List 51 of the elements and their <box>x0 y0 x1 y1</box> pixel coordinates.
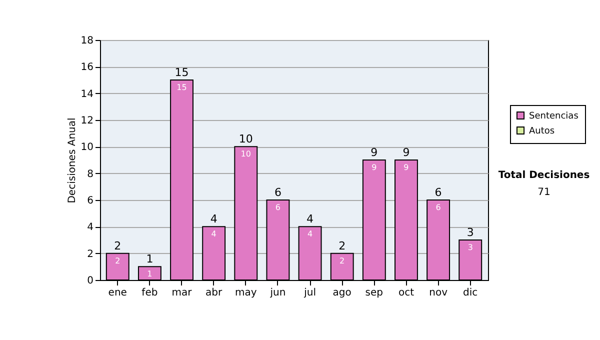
y-tick-label: 12 <box>80 116 94 126</box>
y-tick-label: 4 <box>87 222 94 234</box>
y-tick-label: 14 <box>80 88 94 100</box>
x-tick-label: jun <box>269 288 286 298</box>
total-label: 9 <box>402 146 410 159</box>
x-tick-label: oct <box>398 288 414 298</box>
y-tick-label: 16 <box>80 62 94 74</box>
total-label: 1 <box>146 252 154 266</box>
total-label: 4 <box>210 212 218 226</box>
text: Total Decisiones <box>497 170 591 181</box>
x-tick-label: may <box>235 288 257 298</box>
y-tick-label: 10 <box>80 142 94 154</box>
x-tick-label: dic <box>463 288 478 298</box>
total-label: 15 <box>174 66 189 79</box>
total-label: 2 <box>338 239 346 252</box>
x-tick-label: sep <box>365 288 384 298</box>
y-axis-title: Decisiones Anual <box>66 118 78 204</box>
text: 2 <box>115 256 120 266</box>
total-label: 10 <box>238 132 253 146</box>
y-tick-label: 0 <box>87 276 94 286</box>
text: 4 <box>307 230 313 239</box>
legend-label: Sentencias <box>529 112 579 122</box>
total-label: 2 <box>114 239 122 252</box>
x-tick-label: mar <box>172 288 193 298</box>
total-label: 4 <box>306 212 314 226</box>
text: 15 <box>176 83 187 92</box>
x-tick-label: ago <box>332 288 352 298</box>
x-tick-label: feb <box>142 288 158 298</box>
total-label: 6 <box>274 186 282 199</box>
text: 71 <box>536 187 552 198</box>
x-tick-label: abr <box>206 288 224 298</box>
legend-label: Autos <box>529 126 555 136</box>
text: 4 <box>211 230 216 239</box>
x-tick-label: nov <box>429 288 448 298</box>
text: 3 <box>468 243 473 252</box>
total-label: 3 <box>466 226 474 239</box>
text: 9 <box>404 163 409 172</box>
y-tick-label: 18 <box>80 36 94 46</box>
text: 10 <box>240 150 251 159</box>
text: 6 <box>275 203 281 212</box>
x-tick-label: jul <box>303 288 316 298</box>
total-label: 9 <box>370 146 378 159</box>
text: 1 <box>147 270 152 279</box>
text: 2 <box>340 256 345 266</box>
total-label: 6 <box>434 186 442 199</box>
y-tick-label: 2 <box>87 248 94 260</box>
y-tick-label: 8 <box>87 168 94 180</box>
y-tick-label: 6 <box>87 196 94 206</box>
text: 9 <box>372 163 377 172</box>
text: 6 <box>436 203 441 212</box>
x-tick-label: ene <box>108 288 127 298</box>
